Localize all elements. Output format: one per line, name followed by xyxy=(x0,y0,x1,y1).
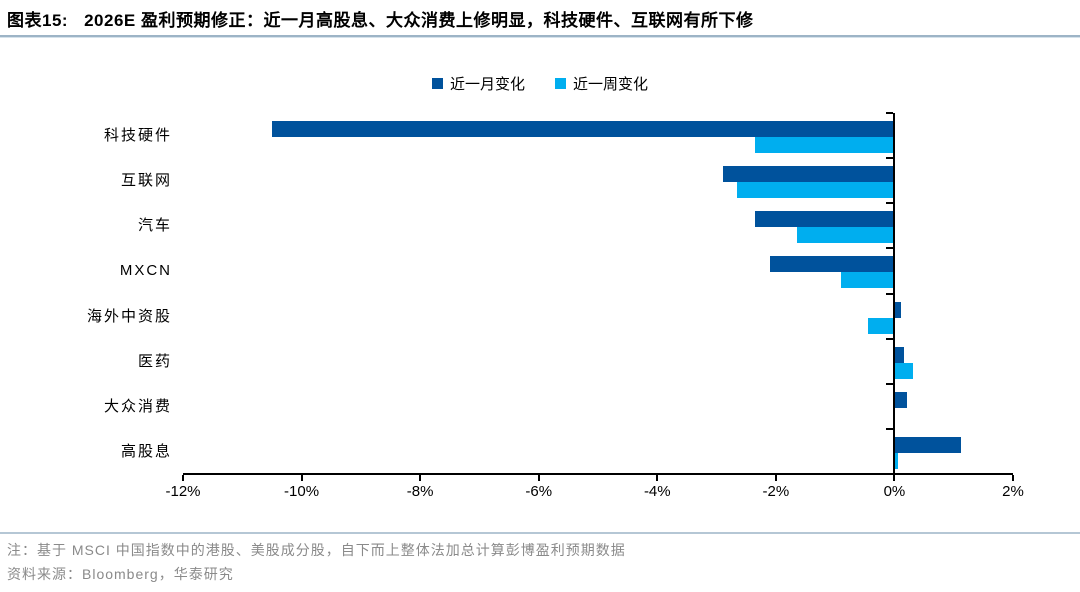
category-boundary-tick xyxy=(886,112,894,114)
category-label: 医药 xyxy=(137,352,172,370)
footer-divider xyxy=(0,532,1080,534)
x-axis-line xyxy=(183,473,1013,475)
x-axis-tick xyxy=(774,475,777,481)
bar-week-change xyxy=(796,227,895,244)
x-axis-tick-label: 0% xyxy=(883,483,906,500)
chart-legend: 近一月变化 近一周变化 xyxy=(0,73,1080,94)
chart-source: 资料来源：Bloomberg，华泰研究 xyxy=(7,566,234,582)
bar-week-change xyxy=(737,182,895,199)
category-boundary-tick xyxy=(886,427,894,430)
x-axis-tick xyxy=(419,475,422,481)
x-axis-tick-label: 2% xyxy=(1002,483,1024,500)
bar-month-change xyxy=(895,391,908,408)
category-boundary-tick xyxy=(886,247,894,250)
legend-item: 近一月变化 xyxy=(431,73,525,94)
legend-swatch-icon xyxy=(555,77,566,89)
category-label: 海外中资股 xyxy=(86,307,172,325)
category-label: 科技硬件 xyxy=(103,127,172,144)
category-label: 互联网 xyxy=(120,172,172,190)
bar-week-change xyxy=(895,452,899,469)
title-divider xyxy=(0,35,1080,38)
x-axis-tick-label: -6% xyxy=(525,483,553,500)
x-axis-tick-label: -10% xyxy=(284,483,320,500)
bar-month-change xyxy=(895,436,961,453)
x-axis-tick xyxy=(893,475,896,481)
legend-item: 近一周变化 xyxy=(555,73,648,94)
category-boundary-tick xyxy=(886,382,894,385)
figure-title: 图表15: 2026E 盈利预期修正：近一月高股息、大众消费上修明显，科技硬件、互… xyxy=(7,6,1073,31)
category-boundary-tick xyxy=(886,157,894,160)
x-axis-tick xyxy=(656,475,659,481)
x-axis-tick-label: -8% xyxy=(406,483,434,500)
figure-number: 图表15: xyxy=(7,11,69,30)
bar-week-change xyxy=(841,272,895,289)
legend-label: 近一周变化 xyxy=(573,75,649,93)
bar-month-change xyxy=(769,256,895,273)
category-label: 大众消费 xyxy=(103,397,172,415)
zero-axis-line xyxy=(893,113,896,474)
category-label: 高股息 xyxy=(120,442,172,460)
figure-title-text: 2026E 盈利预期修正：近一月高股息、大众消费上修明显，科技硬件、互联网有所下… xyxy=(84,11,754,30)
category-boundary-tick xyxy=(886,292,894,295)
bar-month-change xyxy=(895,301,902,318)
bar-month-change xyxy=(722,166,895,183)
category-boundary-tick xyxy=(886,202,894,205)
x-axis-tick-label: -2% xyxy=(762,483,790,500)
x-axis-tick xyxy=(1012,475,1014,481)
bar-month-change xyxy=(271,121,895,137)
x-axis-tick xyxy=(182,475,184,481)
bar-month-change xyxy=(755,211,895,228)
category-label: 汽车 xyxy=(137,217,172,235)
x-axis-tick-label: -4% xyxy=(643,483,671,500)
x-axis-tick-label: -12% xyxy=(165,483,201,500)
legend-label: 近一月变化 xyxy=(449,75,525,93)
chart-note: 注：基于 MSCI 中国指数中的港股、美股成分股，自下而上整体法加总计算彭博盈利… xyxy=(7,542,626,558)
bar-month-change xyxy=(895,346,905,363)
x-axis-tick xyxy=(300,475,303,481)
category-boundary-tick xyxy=(886,337,894,340)
bar-week-change xyxy=(895,362,914,379)
x-axis-tick xyxy=(537,475,540,481)
category-label: MXCN xyxy=(119,262,172,280)
legend-swatch-icon xyxy=(431,77,443,89)
bar-week-change xyxy=(867,317,895,334)
bar-week-change xyxy=(755,137,895,153)
